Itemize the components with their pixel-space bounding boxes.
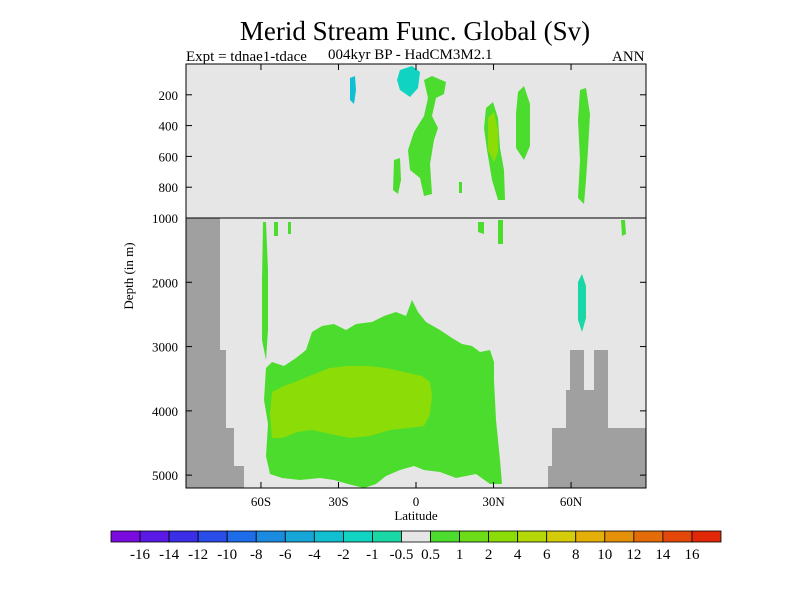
colorbar-label-2: 2 (485, 547, 493, 563)
contour-pos-upper-6 (459, 182, 462, 193)
contour-pos-lower-5 (478, 222, 484, 234)
colorbar-label-16: 16 (684, 547, 700, 563)
colorbar-swatch-10 (401, 530, 431, 543)
colorbar-label--1: -1 (366, 547, 379, 563)
contour-pos-lower-2 (262, 222, 268, 360)
land-arctic (548, 350, 646, 488)
y-axis-label: Depth (in m) (121, 242, 136, 309)
x-axis-ticks: 60S 30S 0 30N 60N (251, 64, 583, 509)
contour-pos-upper-1 (408, 76, 446, 196)
contour-neg-upper-2 (397, 66, 420, 97)
colorbar-label-8: 8 (572, 547, 580, 563)
colorbar-label-12: 12 (626, 547, 641, 563)
colorbar-swatch-5 (255, 530, 286, 543)
colorbar-swatch-17 (604, 530, 635, 543)
colorbar-label-14: 14 (655, 547, 671, 563)
x-tick-label-30S: 30S (328, 494, 348, 509)
x-tick-label-30N: 30N (482, 494, 505, 509)
x-axis-label: Latitude (394, 508, 438, 523)
colorbar-swatch-4 (226, 530, 257, 543)
colorbar-swatch-6 (284, 530, 315, 543)
colorbar-swatch-12 (459, 530, 490, 543)
experiment-label: Expt = tdnae1-tdace (186, 49, 307, 65)
contour-neg-upper-1 (350, 76, 356, 104)
colorbar-swatch-2 (168, 530, 199, 543)
colorbar-label-1: 1 (456, 547, 464, 563)
colorbar-label--4: -4 (308, 547, 321, 563)
contour-pos-lower-6 (498, 220, 503, 244)
colorbar-swatch-8 (342, 530, 373, 543)
lower-panel-contours (262, 220, 626, 488)
colorbar-swatch-9 (372, 530, 402, 543)
contour-pos-lower-3 (274, 222, 278, 236)
colorbar: -16 -14 -12 -10 -8 -6 -4 -2 -1 -0.5 0.5 1 2 4 6 8 10 12 14… (110, 530, 722, 563)
x-tick-label-60S: 60S (251, 494, 271, 509)
colorbar-label-6: 6 (543, 547, 551, 563)
x-tick-label-60N: 60N (560, 494, 583, 509)
y-tick-label-1000: 1000 (152, 211, 178, 226)
colorbar-swatch-0 (110, 530, 141, 543)
colorbar-swatch-3 (197, 530, 228, 543)
colorbar-label--16: -16 (130, 547, 150, 563)
y-tick-label-3000: 3000 (152, 340, 178, 355)
colorbar-swatch-14 (517, 530, 548, 543)
colorbar-label--14: -14 (159, 547, 179, 563)
colorbar-label-4: 4 (514, 547, 522, 563)
y-axis-ticks: 200 400 600 800 1000 2000 3000 4000 5000 (152, 88, 646, 483)
colorbar-label--0.5: -0.5 (390, 547, 414, 563)
contour-pos-lower-7 (621, 220, 626, 236)
x-tick-label-0: 0 (413, 494, 420, 509)
y-tick-label-600: 600 (159, 149, 179, 164)
colorbar-swatch-15 (546, 530, 577, 543)
colorbar-label--8: -8 (250, 547, 263, 563)
upper-panel-contours (350, 66, 590, 204)
colorbar-swatch-20 (691, 530, 722, 543)
chart-title: Merid Stream Func. Global (Sv) (239, 16, 591, 46)
colorbar-swatch-1 (139, 530, 170, 543)
contour-pos2-lower (270, 366, 432, 438)
y-tick-label-2000: 2000 (152, 275, 178, 290)
contour-pos-lower-4 (288, 222, 291, 234)
colorbar-swatch-11 (430, 530, 460, 543)
season-label: ANN (612, 49, 645, 65)
colorbar-label--10: -10 (217, 547, 237, 563)
colorbar-swatch-18 (633, 530, 664, 543)
contour-pos2-upper (488, 112, 498, 162)
colorbar-swatch-13 (488, 530, 519, 543)
colorbar-label--6: -6 (279, 547, 292, 563)
colorbar-label-10: 10 (597, 547, 612, 563)
contour-pos-upper-2 (393, 158, 401, 194)
model-label: 004kyr BP - HadCM3M2.1 (328, 47, 493, 63)
contour-pos-upper-4 (516, 86, 530, 160)
y-tick-label-4000: 4000 (152, 404, 178, 419)
land-antarctica (186, 218, 244, 488)
y-tick-label-5000: 5000 (152, 468, 178, 483)
y-tick-label-200: 200 (159, 88, 179, 103)
colorbar-label--2: -2 (337, 547, 350, 563)
colorbar-label-0.5: 0.5 (421, 547, 440, 563)
colorbar-swatch-16 (575, 530, 606, 543)
contour-neg-lower (578, 274, 586, 332)
y-tick-label-400: 400 (159, 119, 179, 134)
colorbar-swatch-7 (313, 530, 344, 543)
colorbar-label--12: -12 (188, 547, 208, 563)
land-masks (186, 218, 646, 488)
colorbar-swatch-19 (662, 530, 693, 543)
y-tick-label-800: 800 (159, 180, 179, 195)
contour-pos-upper-5 (578, 88, 590, 204)
